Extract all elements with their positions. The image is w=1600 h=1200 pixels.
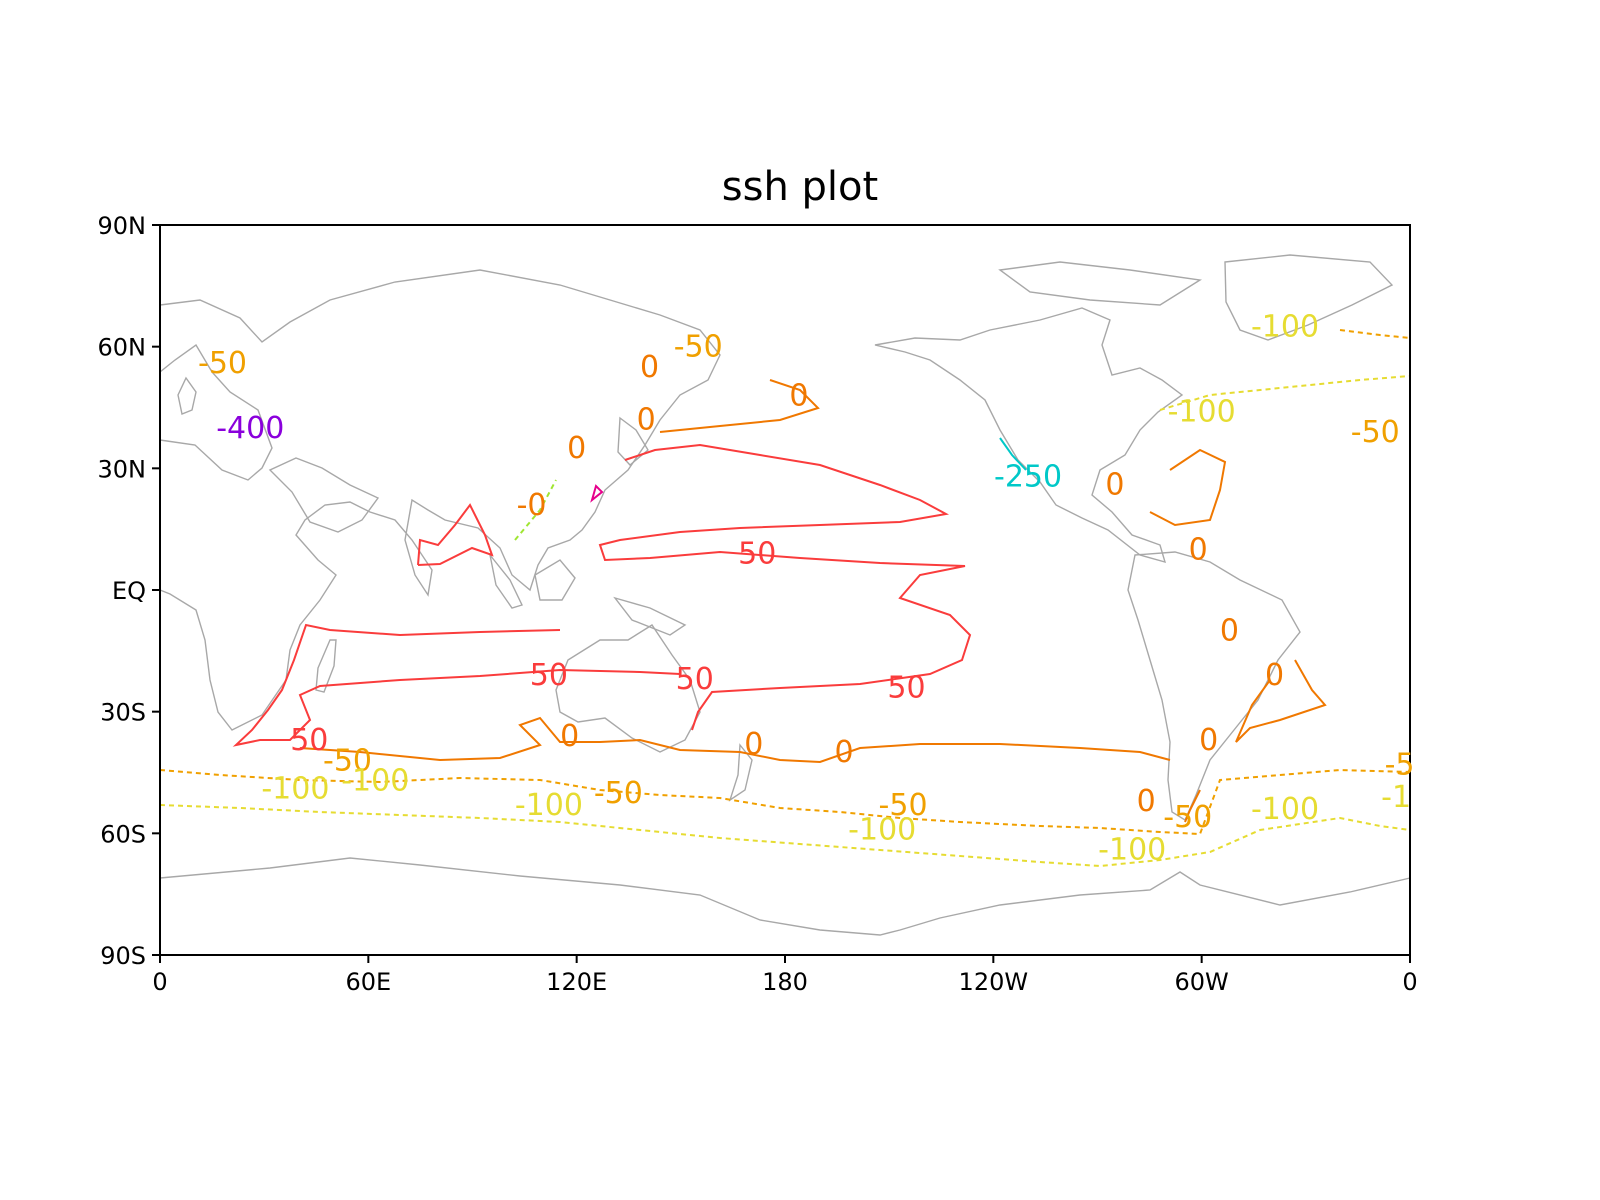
contour-minus50-south [159,768,1411,836]
contour-green-fragment [514,479,557,541]
contour-0-north-pacific [659,379,820,433]
contour-label: -250 [994,459,1062,494]
coastline-eurasia-africa [159,269,721,731]
map-frame [159,224,1411,956]
contour-50-bay-of-bengal [417,503,494,566]
contour-minus100-north-atlantic [1159,375,1411,411]
contour-50-north-pacific [598,443,972,731]
coastline-new-guinea [613,596,687,636]
x-tick-label: 120W [959,968,1029,996]
contour-0-argentine [1184,789,1201,823]
contour-label: 50 [738,537,776,572]
contour-label: -100 [1168,395,1236,430]
contour-label: 50 [676,662,714,697]
y-tick-label: EQ [112,577,146,605]
y-tick-label: 60S [100,820,146,848]
coastline-australia [555,624,701,753]
contour-label: 0 [789,378,808,413]
contour-label: 0 [834,735,853,770]
coastline-new-zealand [728,743,753,802]
contour-label: 50 [530,658,568,693]
coastline-sumatra [489,554,523,609]
contour-minus250 [999,437,1027,471]
contour-label: -1 [1381,780,1411,815]
contour-label: -50 [1163,800,1212,835]
contour-label: 0 [1189,532,1208,567]
contour-label: -50 [879,788,928,823]
contour-label: -50 [198,346,247,381]
y-tick-label: 90S [100,942,146,970]
x-tick-label: 60E [345,968,391,996]
contour-label: -100 [261,772,329,807]
y-tick-label: 30S [100,699,146,727]
x-axis: 0 60E 120E 180 120W 60W 0 [152,955,1418,996]
coastline-greenland [1224,254,1394,341]
contour-label: -50 [1351,415,1400,450]
coastline-south-america [1127,551,1301,822]
coastline-arabia [268,457,380,533]
contour-label: -100 [1098,833,1166,868]
x-tick-label: 60W [1175,968,1229,996]
contour-label: 0 [1137,784,1156,819]
contour-label: -100 [515,788,583,823]
contour-label: 0 [560,719,579,754]
contour-label: -5 [1385,747,1415,782]
contour-label: 0 [637,403,656,438]
coastline-uk [177,376,197,415]
coastlines [159,254,1411,936]
contour-label: -100 [341,764,409,799]
plot-title: ssh plot [722,164,878,210]
coastline-madagascar [315,639,337,693]
y-axis: 90N 60N 30N EQ 30S 60S 90S [98,212,160,970]
contour-minus100-south [159,804,1411,868]
coastline-antarctica [159,857,1411,936]
x-tick-label: 120E [546,968,607,996]
x-tick-label: 0 [152,968,167,996]
contour-label: 0 [1105,468,1124,503]
contour-label: -50 [594,776,643,811]
y-tick-label: 30N [98,455,147,483]
contour-label: -50 [674,330,723,365]
contour-label: 0 [1265,658,1284,693]
contour-0-south-atlantic [1235,659,1327,743]
contour-label: 0 [1199,723,1218,758]
contour-label: 50 [887,670,925,705]
contour-label: 0 [567,431,586,466]
coastline-japan [617,416,649,466]
y-tick-label: 60N [98,334,147,362]
contour-label: -100 [1251,792,1319,827]
contour-50-south-indian [232,623,681,747]
coastline-arctic-islands [998,261,1202,306]
coastline-europe-north [159,343,273,481]
contour-label: 0 [1220,614,1239,649]
x-tick-label: 180 [762,968,808,996]
y-tick-label: 90N [98,212,147,240]
x-tick-label: 0 [1402,968,1417,996]
contour-label: 0 [640,350,659,385]
coastline-north-america [874,307,1184,564]
contour-label: -100 [1251,309,1319,344]
contour-label: -50 [323,743,372,778]
contour-50-philippines [590,484,604,503]
contour-label: -100 [848,812,916,847]
contour-minus50-north-atlantic [1339,329,1411,339]
contour-label: 50 [290,723,328,758]
contour-label: -0 [517,488,547,523]
contour-label: 0 [744,727,763,762]
contour-0-south [299,716,1171,764]
contour-lines [159,329,1411,868]
contour-0-atlantic [1149,448,1227,527]
coastline-borneo [534,559,576,601]
contour-label: -400 [216,411,284,446]
